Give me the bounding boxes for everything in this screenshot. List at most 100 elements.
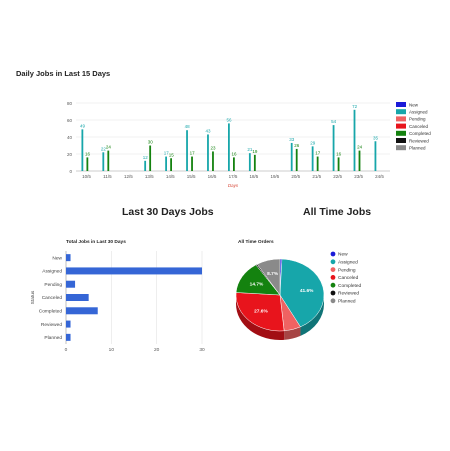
data-label: 54: [331, 119, 337, 124]
legend-label: Reviewed: [338, 291, 359, 297]
legend-swatch-pending: [330, 267, 336, 272]
y-tick-label: Assigned: [42, 269, 62, 275]
x-tick-label: 15/5: [187, 174, 196, 179]
data-label: 43: [206, 128, 212, 133]
data-label: 12: [143, 155, 149, 160]
x-tick-label: 22/5: [333, 174, 342, 179]
x-tick-label: 13/5: [145, 174, 154, 179]
y-tick-label: New: [52, 255, 62, 261]
legend-swatch-assigned: [330, 259, 336, 265]
legend-swatch-new: [396, 102, 406, 107]
bar-completed: [107, 150, 110, 171]
legend-swatch-new: [330, 251, 336, 257]
data-label: 72: [352, 104, 358, 109]
x-tick-label: 19/5: [270, 174, 279, 179]
legend-swatch-planned: [396, 145, 406, 151]
data-label: 17: [190, 151, 196, 156]
chart-title: All Time Orders: [238, 239, 274, 245]
bar-assigned: [81, 129, 84, 171]
y-tick-label: 40: [67, 135, 73, 140]
y-tick-label: Completed: [39, 308, 63, 314]
y-axis-title: Status: [30, 290, 36, 304]
bar-assigned: [374, 141, 377, 171]
x-tick-label: 10: [109, 347, 115, 353]
data-label: 48: [185, 124, 191, 129]
y-tick-label: 0: [69, 169, 72, 174]
x-tick-label: 17/5: [229, 174, 238, 179]
bar-completed: [358, 150, 361, 171]
data-label: 16: [336, 151, 342, 156]
data-label: 21: [247, 147, 253, 152]
bar: [66, 254, 71, 262]
legend-label: Canceled: [409, 124, 429, 129]
bar-assigned: [228, 123, 230, 171]
pie-label: 27.6%: [254, 309, 268, 315]
bar-completed: [253, 154, 256, 171]
data-label: 30: [148, 140, 154, 145]
data-label: 16: [231, 151, 237, 156]
pie-label: 41.6%: [300, 288, 314, 294]
bar-completed: [86, 157, 89, 171]
bar: [66, 307, 98, 315]
bar-completed: [170, 158, 172, 171]
data-label: 17: [315, 151, 321, 156]
legend-label: Assigned: [338, 260, 358, 266]
legend-label: Pending: [338, 267, 356, 273]
legend-label: New: [338, 252, 348, 258]
x-tick-label: 21/5: [312, 174, 321, 179]
pie-slice-canceled: [235, 292, 285, 332]
bar-completed: [337, 157, 340, 171]
legend-label: Assigned: [409, 110, 428, 115]
x-tick-label: 11/5: [103, 174, 112, 179]
bar: [66, 267, 202, 275]
y-tick-label: 20: [67, 152, 73, 157]
bar: [66, 320, 71, 328]
data-label: 35: [373, 135, 379, 140]
last-30-days-heading: Last 30 Days Jobs: [122, 206, 214, 218]
bar-assigned: [165, 156, 167, 171]
bar-assigned: [311, 146, 314, 171]
bar-assigned: [248, 153, 251, 171]
data-label: 23: [211, 145, 217, 150]
data-label: 19: [252, 149, 258, 154]
x-tick-label: 20: [154, 347, 160, 353]
bar-assigned: [332, 125, 335, 171]
bar-completed: [212, 151, 214, 171]
y-tick-label: 60: [67, 118, 73, 123]
data-label: 29: [310, 140, 316, 145]
data-label: 22: [101, 146, 107, 151]
bar-assigned: [102, 152, 105, 171]
bar-assigned: [353, 109, 356, 171]
data-label: 49: [80, 123, 86, 128]
bar-assigned: [186, 130, 188, 171]
legend-label: Planned: [338, 299, 356, 305]
y-tick-label: Reviewed: [41, 322, 62, 328]
x-tick-label: 12/5: [124, 174, 133, 179]
pie-slice-assigned: [279, 258, 325, 328]
legend-label: Pending: [409, 117, 426, 122]
x-tick-label: 20/5: [291, 174, 300, 179]
x-tick-label: 30: [199, 347, 205, 353]
bar-assigned: [290, 142, 293, 171]
legend-swatch-pending: [396, 116, 406, 122]
legend-swatch-reviewed: [330, 290, 336, 296]
y-tick-label: Planned: [44, 335, 62, 341]
bar-assigned: [207, 134, 209, 171]
bar-completed: [149, 145, 152, 171]
data-label: 15: [169, 152, 175, 157]
x-tick-label: 16/5: [208, 174, 217, 179]
x-axis-title: Days: [228, 183, 239, 188]
data-label: 56: [226, 117, 232, 122]
legend-label: Completed: [338, 283, 362, 289]
legend-swatch-assigned: [396, 109, 406, 115]
legend-swatch-planned: [330, 298, 336, 304]
legend-swatch-canceled: [396, 123, 406, 129]
data-label: 24: [357, 145, 363, 150]
legend-label: New: [409, 102, 419, 107]
pie-slice-planned: [256, 258, 281, 296]
pie-side-pending: [284, 326, 301, 340]
bar-completed: [316, 156, 319, 171]
data-label: 17: [164, 151, 170, 156]
